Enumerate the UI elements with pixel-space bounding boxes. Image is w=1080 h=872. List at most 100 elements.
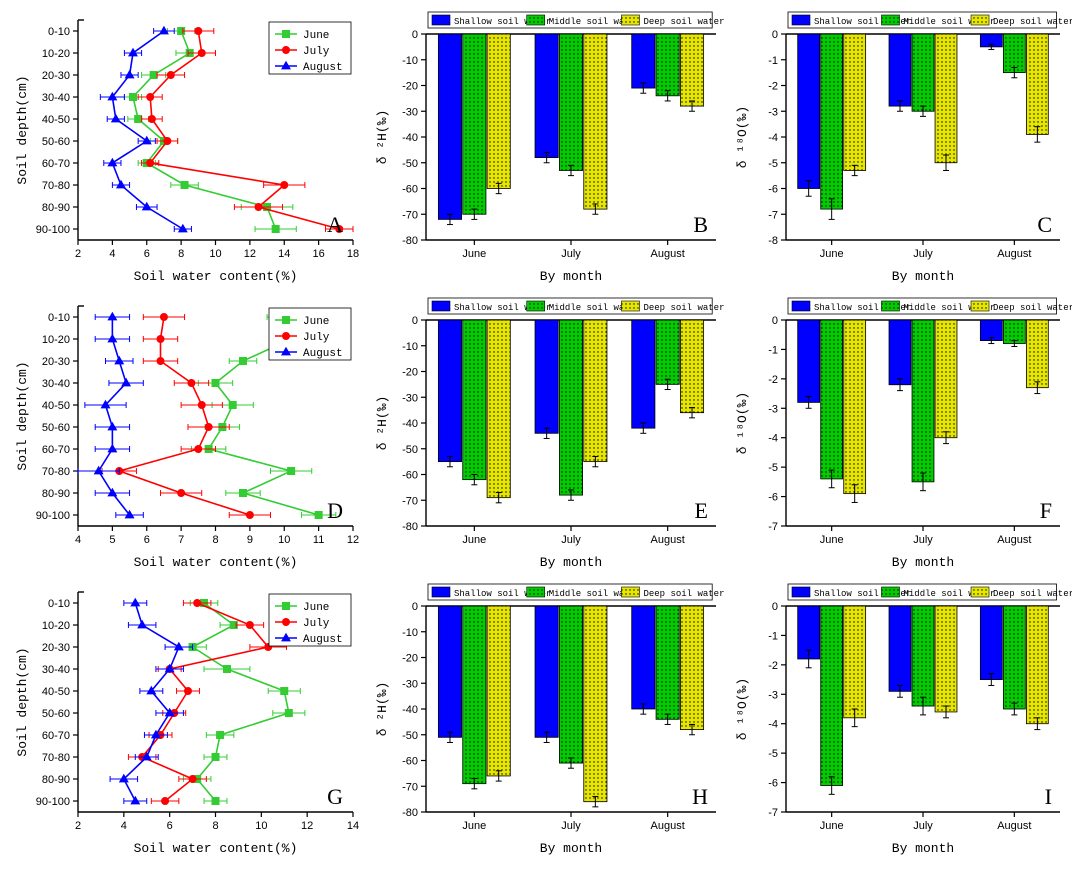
svg-text:-30: -30 (402, 106, 418, 118)
chart-svg-E: -80-70-60-50-40-30-20-100JuneJulyAugustB… (368, 294, 728, 574)
panel-G: 0-1010-2020-3030-4040-5050-6060-7070-808… (8, 580, 368, 860)
svg-text:-20: -20 (402, 81, 418, 93)
svg-text:-5: -5 (768, 158, 778, 170)
svg-text:July: July (561, 248, 581, 260)
svg-text:90-100: 90-100 (36, 510, 70, 522)
svg-text:40-50: 40-50 (42, 686, 70, 698)
svg-text:-6: -6 (768, 492, 778, 504)
svg-text:0: 0 (772, 601, 778, 613)
svg-text:-40: -40 (402, 418, 418, 430)
svg-text:-5: -5 (768, 462, 778, 474)
svg-text:July: July (303, 332, 330, 344)
svg-text:June: June (462, 820, 486, 832)
svg-text:July: July (303, 46, 330, 58)
chart-svg-I: -7-6-5-4-3-2-10JuneJulyAugustBy monthδ ¹… (728, 580, 1072, 860)
chart-svg-B: -80-70-60-50-40-30-20-100JuneJulyAugustB… (368, 8, 728, 288)
svg-text:30-40: 30-40 (42, 92, 70, 104)
svg-text:-5: -5 (768, 748, 778, 760)
svg-text:June: June (820, 248, 844, 260)
svg-text:July: July (303, 618, 330, 630)
svg-text:Deep soil water: Deep soil water (993, 17, 1072, 27)
svg-text:July: July (913, 820, 933, 832)
svg-text:By month: By month (892, 555, 954, 570)
svg-text:δ ¹⁸O(‰): δ ¹⁸O(‰) (735, 106, 750, 168)
svg-text:D: D (327, 498, 343, 523)
svg-text:Deep soil water: Deep soil water (993, 303, 1072, 313)
svg-text:-50: -50 (402, 444, 418, 456)
svg-text:-4: -4 (768, 719, 778, 731)
svg-text:Soil water content(%): Soil water content(%) (134, 841, 298, 856)
svg-text:E: E (695, 498, 708, 523)
panel-D: 0-1010-2020-3030-4040-5050-6060-7070-808… (8, 294, 368, 574)
svg-text:-20: -20 (402, 367, 418, 379)
chart-svg-A: 0-1010-2020-3030-4040-5050-6060-7070-808… (8, 8, 368, 288)
svg-text:-10: -10 (402, 55, 418, 67)
svg-text:B: B (693, 212, 708, 237)
svg-text:-10: -10 (402, 627, 418, 639)
svg-text:2: 2 (75, 248, 81, 260)
svg-text:90-100: 90-100 (36, 796, 70, 808)
svg-text:80-90: 80-90 (42, 488, 70, 500)
svg-text:-30: -30 (402, 678, 418, 690)
svg-text:18: 18 (347, 248, 359, 260)
svg-text:A: A (327, 212, 343, 237)
svg-text:Soil water content(%): Soil water content(%) (134, 555, 298, 570)
svg-text:2: 2 (75, 820, 81, 832)
svg-text:August: August (651, 534, 685, 546)
svg-text:-6: -6 (768, 778, 778, 790)
svg-text:-60: -60 (402, 184, 418, 196)
svg-text:δ ¹⁸O(‰): δ ¹⁸O(‰) (735, 392, 750, 454)
svg-text:10: 10 (278, 534, 290, 546)
svg-text:June: June (820, 820, 844, 832)
svg-text:0: 0 (772, 29, 778, 41)
svg-text:10-20: 10-20 (42, 48, 70, 60)
svg-text:10-20: 10-20 (42, 620, 70, 632)
svg-text:July: July (913, 248, 933, 260)
svg-text:By month: By month (540, 269, 602, 284)
svg-text:60-70: 60-70 (42, 730, 70, 742)
chart-svg-C: -8-7-6-5-4-3-2-10JuneJulyAugustBy monthδ… (728, 8, 1072, 288)
svg-text:6: 6 (144, 534, 150, 546)
svg-text:20-30: 20-30 (42, 356, 70, 368)
svg-text:H: H (692, 784, 708, 809)
chart-svg-H: -80-70-60-50-40-30-20-100JuneJulyAugustB… (368, 580, 728, 860)
svg-text:-70: -70 (402, 209, 418, 221)
svg-text:-80: -80 (402, 521, 418, 533)
svg-text:70-80: 70-80 (42, 752, 70, 764)
svg-text:8: 8 (212, 534, 218, 546)
svg-text:-2: -2 (768, 660, 778, 672)
svg-text:50-60: 50-60 (42, 708, 70, 720)
svg-text:6: 6 (167, 820, 173, 832)
svg-text:4: 4 (121, 820, 127, 832)
svg-text:Soil water content(%): Soil water content(%) (134, 269, 298, 284)
svg-text:70-80: 70-80 (42, 466, 70, 478)
svg-text:July: July (561, 534, 581, 546)
svg-text:By month: By month (540, 555, 602, 570)
svg-text:-70: -70 (402, 495, 418, 507)
svg-text:August: August (651, 248, 685, 260)
svg-text:20-30: 20-30 (42, 70, 70, 82)
svg-text:4: 4 (75, 534, 81, 546)
svg-text:10-20: 10-20 (42, 334, 70, 346)
svg-text:By month: By month (892, 841, 954, 856)
chart-svg-D: 0-1010-2020-3030-4040-5050-6060-7070-808… (8, 294, 368, 574)
svg-text:-20: -20 (402, 653, 418, 665)
svg-text:14: 14 (278, 248, 290, 260)
svg-text:0-10: 0-10 (48, 598, 70, 610)
svg-text:F: F (1040, 498, 1052, 523)
svg-text:-40: -40 (402, 704, 418, 716)
svg-text:14: 14 (347, 820, 359, 832)
svg-text:June: June (303, 602, 329, 614)
svg-text:June: June (462, 248, 486, 260)
svg-text:-30: -30 (402, 392, 418, 404)
figure-grid: 0-1010-2020-3030-4040-5050-6060-7070-808… (8, 8, 1072, 860)
svg-text:-1: -1 (768, 55, 778, 67)
svg-text:Soil depth(cm): Soil depth(cm) (15, 647, 30, 756)
svg-text:-7: -7 (768, 521, 778, 533)
svg-text:August: August (303, 634, 343, 646)
svg-text:-1: -1 (768, 630, 778, 642)
svg-text:June: June (462, 534, 486, 546)
svg-text:-4: -4 (768, 132, 778, 144)
svg-text:Deep soil water: Deep soil water (643, 17, 724, 27)
chart-svg-F: -7-6-5-4-3-2-10JuneJulyAugustBy monthδ ¹… (728, 294, 1072, 574)
